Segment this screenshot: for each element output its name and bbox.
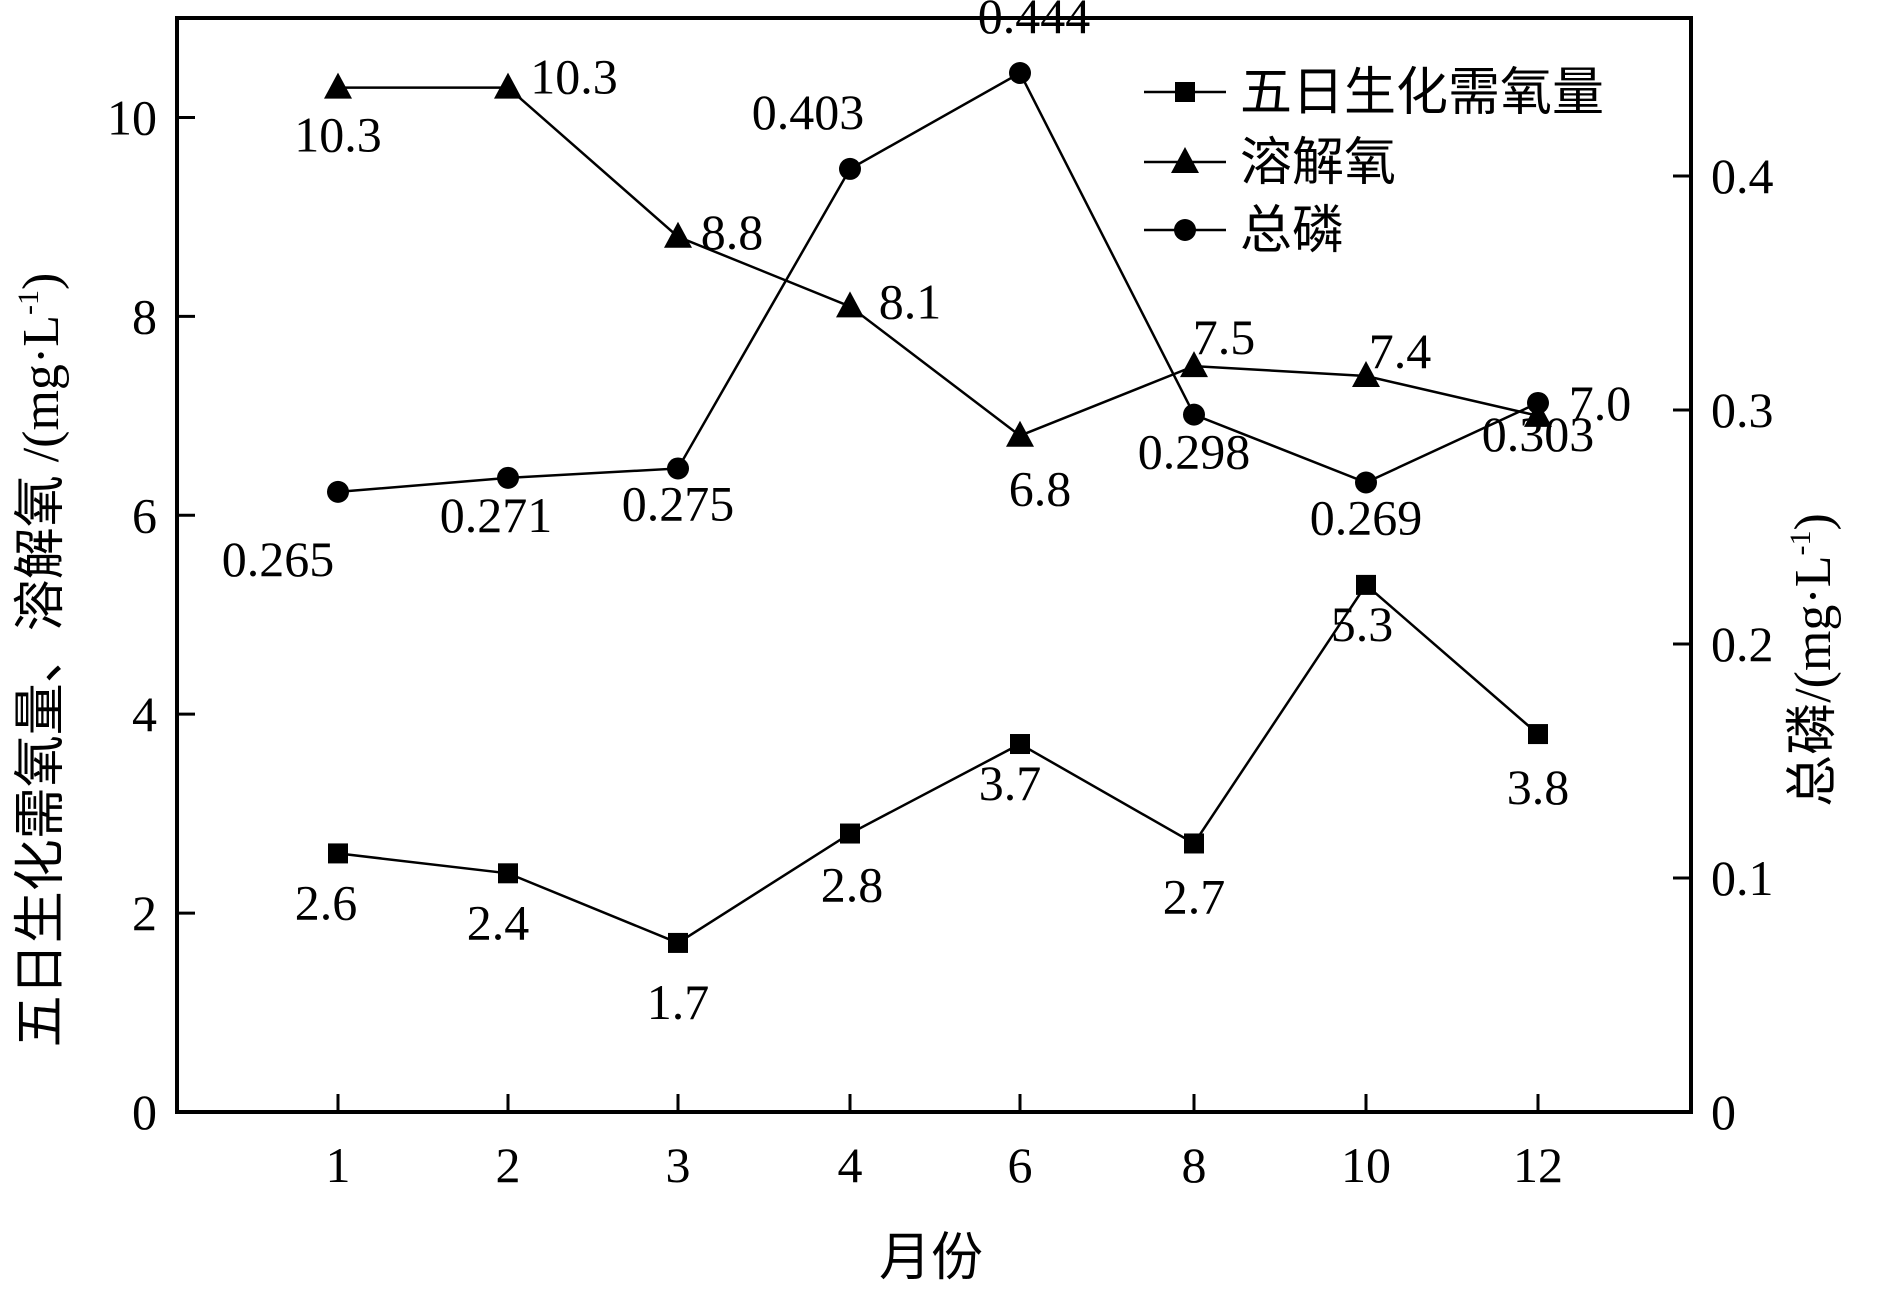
data-label-circle: 0.303 — [1482, 406, 1595, 462]
data-point-triangle — [1352, 361, 1380, 388]
series-line-square — [337, 583, 1539, 945]
y-left-tick-label: 2 — [132, 885, 157, 941]
data-point-circle — [497, 466, 519, 489]
data-label-square: 1.7 — [647, 974, 710, 1030]
x-axis-title: 月份 — [879, 1230, 983, 1287]
data-label-triangle: 8.8 — [701, 204, 764, 260]
y-axis-left-title-sup: -1 — [12, 290, 45, 315]
data-point-circle — [1527, 391, 1549, 414]
data-point-triangle — [836, 291, 864, 318]
y-left-tick-label: 10 — [107, 89, 157, 145]
x-tick-label: 2 — [496, 1137, 521, 1193]
data-point-circle — [1183, 403, 1205, 426]
data-label-triangle: 8.1 — [879, 273, 942, 329]
data-point-square — [1184, 833, 1204, 854]
legend-marker-square — [1175, 82, 1195, 102]
data-label-circle: 0.275 — [622, 475, 735, 531]
x-tick-label: 8 — [1182, 1137, 1207, 1193]
data-point-square — [1528, 724, 1548, 745]
data-label-square: 2.7 — [1163, 868, 1226, 924]
y-left-tick-label: 6 — [132, 487, 157, 543]
data-point-square — [668, 932, 688, 953]
series-line-triangle — [338, 86, 1539, 438]
data-label-triangle: 7.4 — [1369, 323, 1432, 379]
legend-label-square: 五日生化需氧量 — [1240, 65, 1604, 122]
data-label-square: 2.4 — [467, 894, 530, 950]
y-right-tick-label: 0 — [1711, 1084, 1736, 1140]
y-axis-left-title-close: ) — [13, 273, 70, 290]
data-label-circle: 0.265 — [222, 531, 335, 587]
x-tick-label: 10 — [1341, 1137, 1391, 1193]
data-point-circle — [327, 480, 349, 503]
y-axis-left-title-main: 五日生化需氧量、溶解氧 /(mg·L — [13, 315, 70, 1047]
data-point-square — [328, 843, 348, 864]
data-label-circle: 0.298 — [1138, 424, 1251, 480]
data-point-circle — [1009, 61, 1031, 84]
y-left-tick-label: 0 — [132, 1084, 157, 1140]
legend-label-circle: 总磷 — [1240, 203, 1344, 260]
data-label-triangle: 10.3 — [530, 49, 618, 105]
x-tick-label: 4 — [838, 1137, 863, 1193]
y-left-tick-label: 8 — [132, 288, 157, 344]
data-point-square — [1356, 574, 1376, 595]
data-point-square — [840, 823, 860, 844]
data-point-circle — [667, 457, 689, 480]
data-label-square: 5.3 — [1331, 596, 1394, 652]
legend-marker-triangle — [1171, 147, 1199, 173]
y-axis-right-title-sup: -1 — [1784, 531, 1817, 556]
data-point-triangle — [494, 72, 522, 99]
x-tick-label: 3 — [666, 1137, 691, 1193]
data-label-circle: 0.444 — [978, 0, 1091, 44]
data-point-square — [498, 863, 518, 884]
y-right-tick-label: 0.1 — [1711, 850, 1774, 906]
series-layer — [324, 61, 1552, 953]
data-label-square: 2.8 — [821, 857, 884, 913]
y-right-tick-label: 0.4 — [1711, 148, 1774, 204]
y-left-tick-label: 4 — [132, 686, 157, 742]
x-tick-label: 12 — [1513, 1137, 1563, 1193]
y-axis-right-title-main: 总磷/(mg·L — [1785, 556, 1842, 807]
y-right-tick-label: 0.3 — [1711, 382, 1774, 438]
x-tick-label: 6 — [1008, 1137, 1033, 1193]
data-label-square: 3.8 — [1507, 759, 1570, 815]
legend-label-triangle: 溶解氧 — [1240, 135, 1396, 192]
data-point-triangle — [1006, 420, 1034, 447]
y-axis-right-title-close: ) — [1785, 513, 1842, 530]
data-point-circle — [1355, 471, 1377, 494]
data-label-triangle: 7.0 — [1569, 375, 1632, 431]
data-label-triangle: 7.5 — [1193, 309, 1256, 365]
x-tick-label: 1 — [326, 1137, 351, 1193]
data-label-triangle: 6.8 — [1009, 461, 1072, 517]
data-point-triangle — [664, 221, 692, 248]
data-label-triangle: 10.3 — [294, 107, 382, 163]
series-line-circle — [337, 71, 1539, 494]
data-point-triangle — [324, 72, 352, 99]
data-point-triangle — [1180, 351, 1208, 378]
data-label-layer: 2.6 2.4 1.7 2.8 3.7 2.7 5.3 3.8 10.3 10.3 8.8 8.1 6.… — [222, 0, 1632, 1030]
data-label-circle: 0.403 — [752, 84, 865, 140]
data-label-square: 3.7 — [979, 755, 1042, 811]
y-axis-right-title: 总磷/(mg·L-1) — [1784, 513, 1842, 807]
data-label-circle: 0.271 — [440, 487, 553, 543]
data-point-square — [1010, 734, 1030, 755]
y-axis-left-title: 五日生化需氧量、溶解氧 /(mg·L-1) — [12, 273, 70, 1048]
plot-frame — [175, 16, 1693, 1114]
y-right-tick-label: 0.2 — [1711, 616, 1774, 672]
data-label-circle: 0.269 — [1310, 490, 1423, 546]
data-point-circle — [839, 157, 861, 180]
data-label-square: 2.6 — [295, 874, 358, 930]
legend-marker-circle — [1174, 219, 1196, 241]
